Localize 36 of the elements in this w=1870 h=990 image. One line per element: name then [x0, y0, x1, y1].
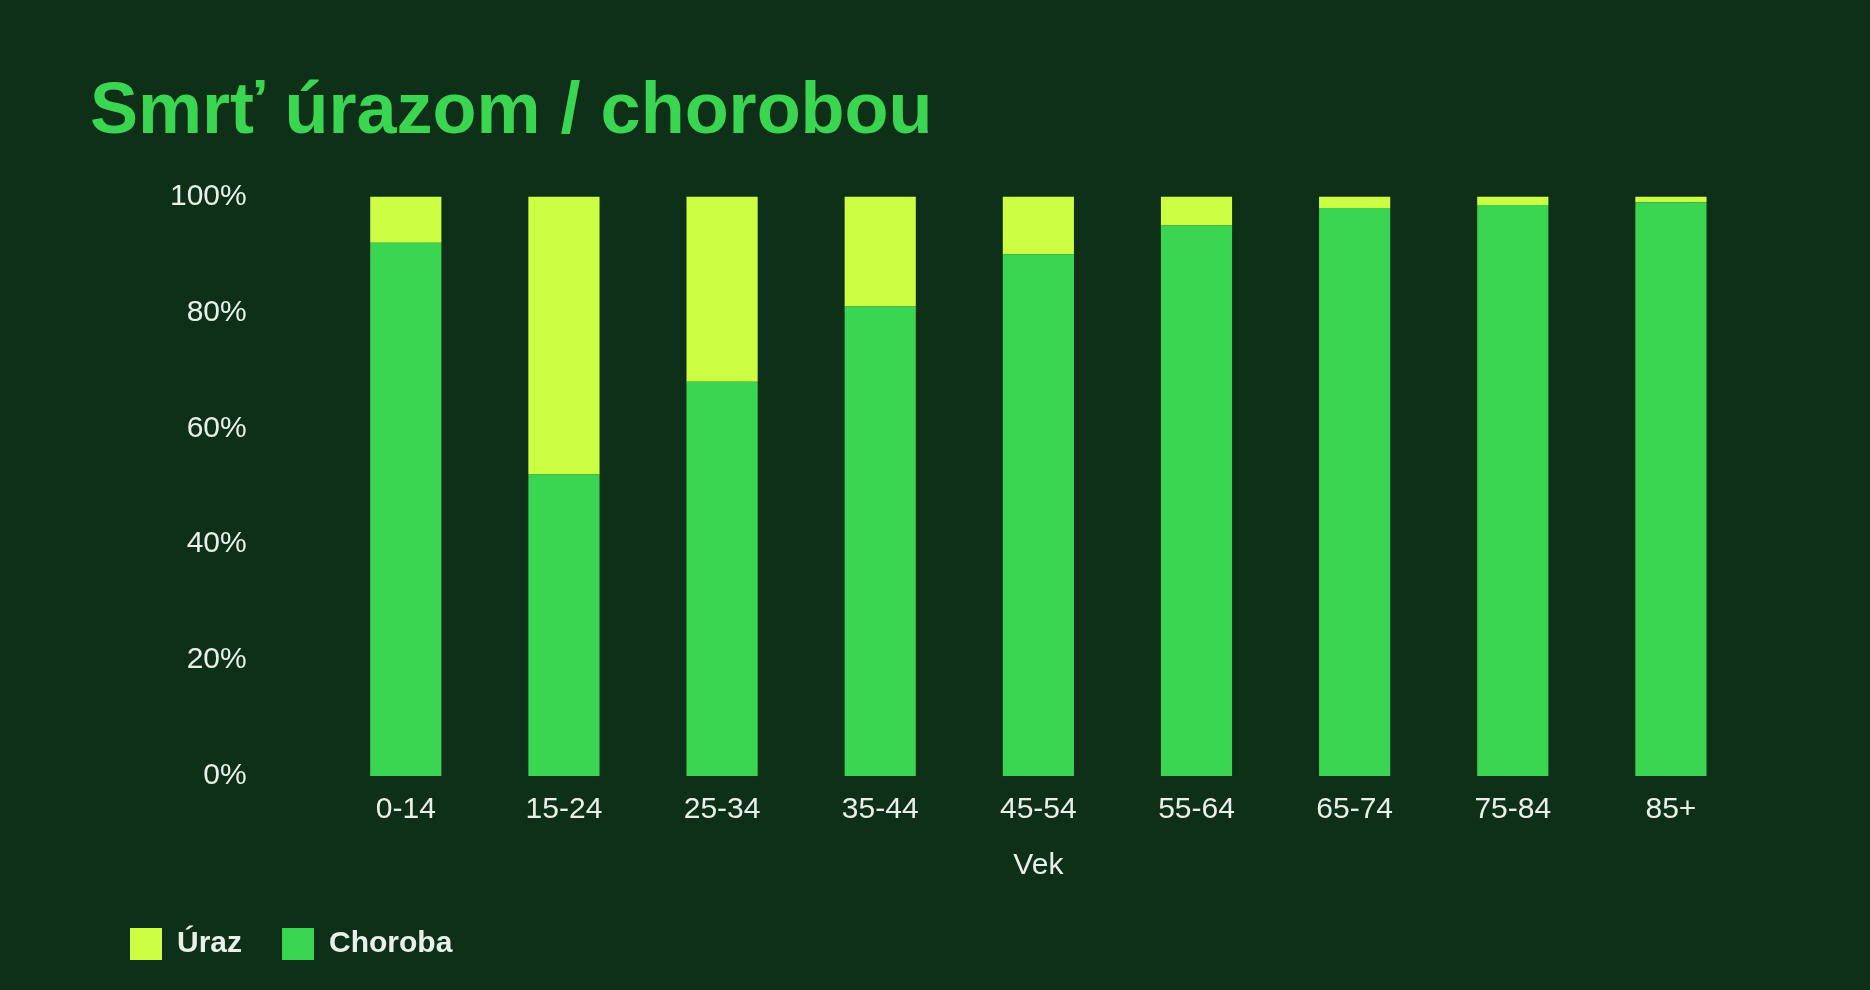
bar: [1319, 207, 1391, 776]
x-tick-label: 15-24: [525, 791, 603, 825]
x-tick-label: 55-64: [1158, 791, 1235, 825]
x-axis-title: Vek: [1013, 847, 1065, 881]
bar: [528, 474, 600, 776]
x-tick-label: 65-74: [1316, 791, 1394, 825]
bar: [1160, 196, 1233, 226]
bar: [1002, 196, 1074, 255]
y-tick-label: 80%: [186, 293, 247, 327]
legend-label: Choroba: [329, 925, 453, 959]
y-tick-label: 60%: [186, 409, 247, 443]
x-tick-label: 0-14: [375, 791, 436, 825]
x-tick-label: 75-84: [1474, 791, 1552, 825]
x-tick-label: 25-34: [683, 791, 761, 825]
y-tick-label: 20%: [186, 641, 247, 675]
x-tick-label: 45-54: [1000, 791, 1077, 825]
y-tick-label: 100%: [169, 177, 247, 211]
bar: [1002, 254, 1074, 776]
y-tick-label: 0%: [203, 757, 247, 791]
bar: [370, 242, 442, 776]
legend-label: Úraz: [177, 925, 243, 959]
bar: [1477, 196, 1549, 206]
bar: [370, 196, 442, 243]
bar: [1319, 196, 1391, 208]
bar: [686, 381, 758, 776]
y-tick-label: 40%: [186, 525, 247, 559]
bar: [528, 196, 600, 475]
bar: [686, 196, 758, 382]
x-tick-label: 35-44: [841, 791, 919, 825]
bar: [1160, 225, 1233, 776]
bar: [844, 196, 916, 307]
bar: [844, 306, 916, 776]
bar: [1477, 205, 1549, 776]
x-tick-label: 85+: [1645, 791, 1697, 825]
bar: [1635, 202, 1707, 776]
chart-title: Smrť úrazom / chorobou: [90, 68, 933, 149]
